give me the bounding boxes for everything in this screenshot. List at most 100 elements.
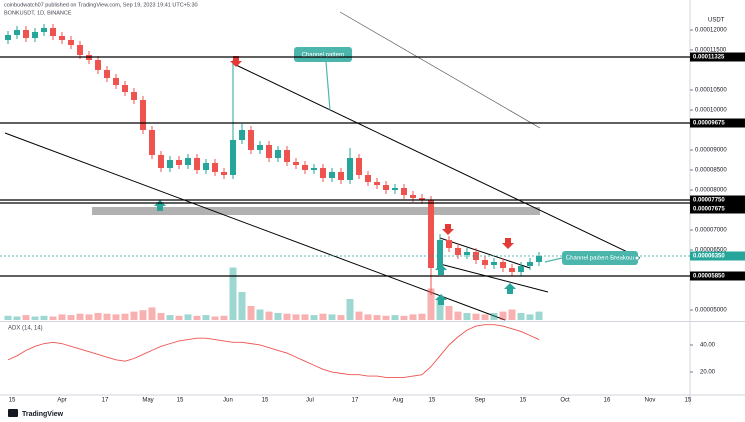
- x-tick-label: 15: [177, 398, 184, 404]
- publisher: coinbudwatch07 published on TradingView.…: [4, 2, 198, 8]
- volume-bar: [238, 292, 246, 320]
- volume-bar: [112, 314, 120, 320]
- x-tick-label: 16: [604, 398, 611, 404]
- candle-body: [338, 172, 344, 180]
- volume-bar: [4, 315, 12, 320]
- candle-body: [320, 168, 326, 178]
- volume-bar: [328, 314, 336, 320]
- x-tick-label: Apr: [57, 398, 66, 404]
- volume-bar: [130, 311, 138, 320]
- adx-tick-label: 40.00: [700, 343, 716, 349]
- y-tick-label: 0.00008500: [695, 168, 727, 174]
- volume-bar: [508, 309, 516, 320]
- x-tick-label: 15: [262, 398, 269, 404]
- candle-body: [212, 163, 218, 172]
- adx-tick-label: 20.00: [700, 370, 716, 376]
- level-label: 0.00007750: [693, 198, 725, 204]
- x-tick-label: Oct: [560, 398, 570, 404]
- up-arrow: [504, 283, 516, 294]
- x-tick-label: Jul: [306, 398, 314, 404]
- candle-body: [437, 240, 443, 268]
- callout: [562, 251, 638, 265]
- volume-bar: [535, 311, 543, 320]
- candle-body: [518, 266, 524, 272]
- volume-bar: [454, 311, 462, 320]
- volume-bar: [436, 299, 444, 320]
- volume-bar: [472, 313, 480, 320]
- up-arrow: [154, 200, 166, 211]
- candle-body: [122, 85, 128, 92]
- volume-bar: [373, 315, 381, 320]
- level-box: [690, 251, 745, 261]
- arrows: [154, 56, 516, 305]
- candle-body: [302, 165, 308, 170]
- candle-body: [68, 40, 74, 45]
- volume-bar: [274, 313, 282, 320]
- brand-logo: [8, 409, 18, 417]
- volume-bar: [13, 316, 21, 320]
- volume-bar: [463, 313, 471, 320]
- volume-bar: [184, 314, 192, 320]
- volume-bar: [166, 315, 174, 320]
- y-tick-label: 0.00008000: [695, 188, 727, 194]
- volume-bar: [337, 315, 345, 320]
- level-label: 0.00006350: [693, 254, 725, 260]
- volume-bar: [364, 314, 372, 320]
- down-arrow: [502, 238, 514, 249]
- volume-bar: [94, 313, 102, 320]
- y-tick-label: 0.00009000: [695, 148, 727, 154]
- trend-line: [4, 132, 506, 321]
- candle-body: [59, 36, 65, 40]
- candle-body: [266, 145, 272, 158]
- level-box: [690, 52, 745, 62]
- adx-line: [7, 324, 540, 378]
- volume-bar: [355, 311, 363, 320]
- y-tick-label: 0.00010000: [695, 108, 727, 114]
- volume-bar: [292, 314, 300, 320]
- candle-body: [167, 160, 173, 168]
- volume-bar: [211, 316, 219, 320]
- down-arrow: [442, 224, 454, 235]
- x-tick-label: 15: [9, 398, 16, 404]
- candle-body: [203, 163, 209, 170]
- candle-body: [113, 78, 119, 85]
- candle-body: [401, 188, 407, 195]
- candle-body: [293, 162, 299, 165]
- candle-body: [41, 28, 47, 32]
- x-tick-label: Sep: [475, 398, 486, 404]
- volume-bar: [409, 314, 417, 320]
- candle-body: [248, 130, 254, 150]
- x-tick-label: Nov: [645, 398, 656, 404]
- trend-line: [235, 64, 641, 259]
- candle-body: [194, 158, 200, 170]
- candle-body: [410, 195, 416, 198]
- x-tick-label: 15: [685, 398, 692, 404]
- volume-bar: [229, 267, 237, 320]
- volume-bar: [103, 313, 111, 320]
- candle-body: [158, 155, 164, 168]
- volume-bar: [481, 314, 489, 320]
- candle-body: [77, 45, 83, 55]
- volume-bar: [301, 314, 309, 320]
- candle-body: [383, 185, 389, 190]
- volume-bar: [400, 315, 408, 320]
- volume-bar: [202, 315, 210, 320]
- x-tick-label: 17: [352, 398, 359, 404]
- candle-body: [23, 30, 29, 38]
- candle-body: [140, 100, 146, 130]
- candle-body: [176, 160, 182, 165]
- volume-bar: [148, 307, 156, 320]
- plot-area: [4, 24, 543, 320]
- trend-lines: [4, 11, 641, 321]
- volume-bar: [445, 306, 453, 320]
- volume-bar: [427, 288, 435, 320]
- candle-body: [374, 182, 380, 185]
- candle-body: [14, 30, 20, 35]
- candle-body: [455, 248, 461, 255]
- volume-bar: [139, 310, 147, 320]
- candle-body: [491, 262, 497, 265]
- volume-bar: [49, 316, 57, 320]
- callout-text: Channel pattern: [302, 53, 345, 59]
- volume-bar: [175, 315, 183, 320]
- callout-pointer: [544, 257, 563, 263]
